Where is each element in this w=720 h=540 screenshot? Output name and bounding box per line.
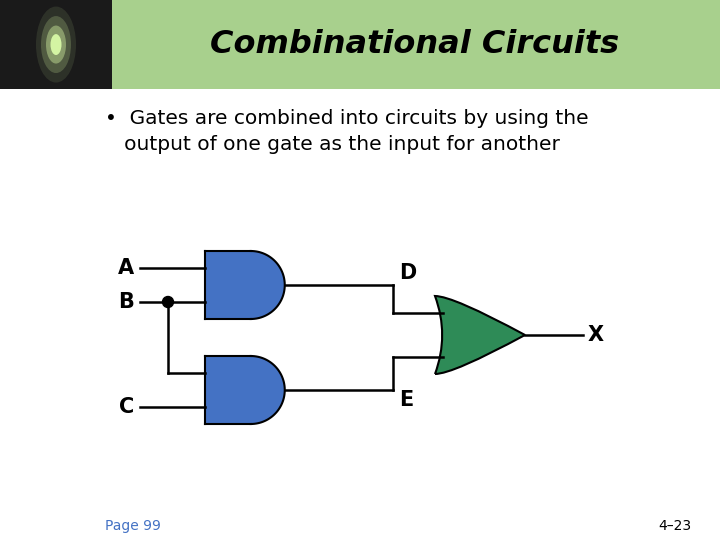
Ellipse shape <box>36 6 76 83</box>
Text: Combinational Circuits: Combinational Circuits <box>210 29 620 60</box>
PathPatch shape <box>435 296 525 374</box>
Text: Page 99: Page 99 <box>105 519 161 533</box>
Text: X: X <box>588 325 604 345</box>
Wedge shape <box>251 356 285 424</box>
Ellipse shape <box>41 16 71 73</box>
Wedge shape <box>251 251 285 319</box>
Bar <box>0 0 112 89</box>
Text: C: C <box>119 397 134 417</box>
Ellipse shape <box>50 34 61 55</box>
Ellipse shape <box>46 25 66 64</box>
Text: D: D <box>399 263 416 283</box>
Text: E: E <box>399 390 413 410</box>
Bar <box>205 356 251 424</box>
Bar <box>205 251 251 319</box>
Text: A: A <box>118 258 134 278</box>
Circle shape <box>163 296 174 307</box>
Text: output of one gate as the input for another: output of one gate as the input for anot… <box>105 135 560 154</box>
Text: •  Gates are combined into circuits by using the: • Gates are combined into circuits by us… <box>105 109 589 128</box>
Text: B: B <box>118 292 134 312</box>
Text: 4–23: 4–23 <box>658 519 691 533</box>
Bar <box>0 0 720 89</box>
